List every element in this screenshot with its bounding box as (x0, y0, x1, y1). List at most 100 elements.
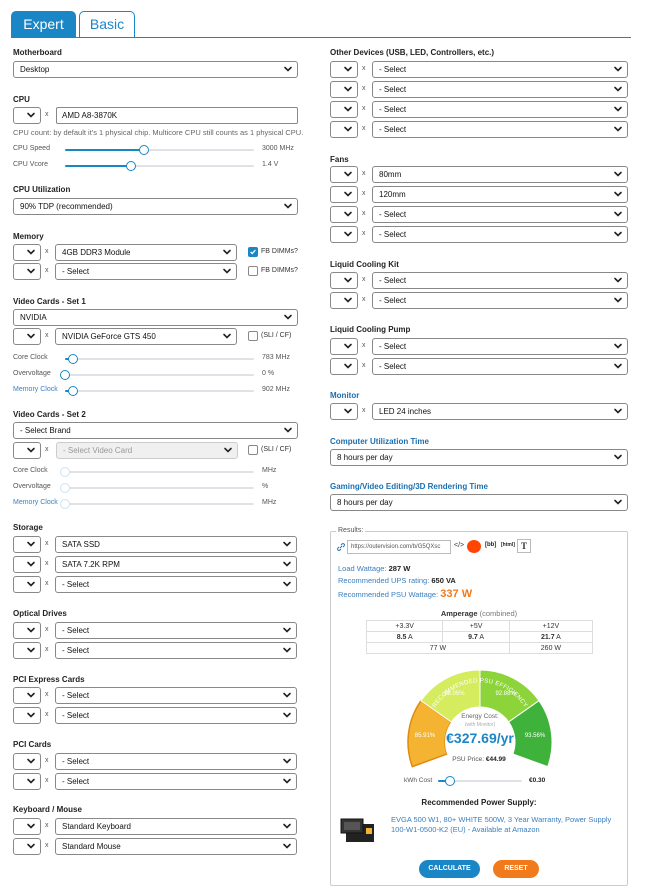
fans-row-3-qty[interactable] (330, 206, 358, 223)
video-set1-sli-checkbox[interactable] (248, 331, 258, 341)
bbcode-icon[interactable]: [bb] (485, 542, 497, 548)
other-row-3-select[interactable]: - Select (372, 101, 628, 118)
storage-row-1-select[interactable]: SATA SSD (55, 536, 297, 553)
video-set2-sli-checkbox[interactable] (248, 445, 258, 455)
kwh-label: kWh Cost (404, 777, 433, 784)
monitor-qty[interactable] (330, 403, 358, 420)
pcie-row-2-qty[interactable] (13, 707, 41, 724)
fans-row-3-select[interactable]: - Select (372, 206, 628, 223)
memory-row-1-qty[interactable] (13, 244, 41, 261)
fans-label: Fans (330, 155, 349, 164)
video-set1-brand-select[interactable]: NVIDIA (13, 309, 298, 326)
pcie-row-1-select[interactable]: - Select (55, 687, 297, 704)
optical-row-1-qty[interactable] (13, 622, 41, 639)
fans-row-2-qty[interactable] (330, 186, 358, 203)
other-row-2-qty[interactable] (330, 81, 358, 98)
utilization-time-select[interactable]: 8 hours per day (330, 449, 628, 466)
cpu-qty[interactable] (13, 107, 41, 124)
tab-basic[interactable]: Basic (79, 11, 135, 38)
fb-dimms-1-checkbox[interactable] (248, 247, 258, 257)
fb-dimms-2-checkbox[interactable] (248, 266, 258, 276)
pcie-row-1-qty[interactable] (13, 687, 41, 704)
storage-row-1-qty[interactable] (13, 536, 41, 553)
pci-row-1-qty[interactable] (13, 753, 41, 770)
recommended-psu-link[interactable]: EVGA 500 W1, 80+ WHITE 500W, 3 Year Warr… (391, 815, 612, 834)
liquid-kit-row-2-qty[interactable] (330, 292, 358, 309)
kbm-row-1-select[interactable]: Standard Keyboard (55, 818, 297, 835)
liquid-pump-row-2-qty[interactable] (330, 358, 358, 375)
video-set2-brand-select[interactable]: - Select Brand (13, 422, 298, 439)
liquid-kit-row-2-select[interactable]: - Select (372, 292, 628, 309)
cpu-vcore-handle[interactable] (126, 161, 136, 171)
fans-row-2-select[interactable]: 120mm (372, 186, 628, 203)
optical-row-2-qty[interactable] (13, 642, 41, 659)
monitor-select[interactable]: LED 24 inches (372, 403, 628, 420)
memory-row-1-select[interactable]: 4GB DDR3 Module (55, 244, 237, 261)
kbm-row-2-qty[interactable] (13, 838, 41, 855)
memory-row-2-select[interactable]: - Select (55, 263, 237, 280)
video2-slider-1-handle[interactable] (60, 467, 70, 477)
fb-dimms-1-label: FB DIMMs? (261, 248, 298, 255)
cpu-speed-handle[interactable] (139, 145, 149, 155)
video-set2-card-select[interactable]: - Select Video Card (56, 442, 238, 459)
liquid-pump-row-2-select-value: - Select (379, 362, 407, 371)
cpu-utilization-select[interactable]: 90% TDP (recommended) (13, 198, 298, 215)
embed-code-icon[interactable]: </> (454, 542, 465, 549)
pcie-row-2-select[interactable]: - Select (55, 707, 297, 724)
power-supply-image[interactable] (340, 816, 380, 848)
liquid-kit-row-1-select[interactable]: - Select (372, 272, 628, 289)
storage-row-2-qty[interactable] (13, 556, 41, 573)
gauge-segment-label-3: 92.88% (495, 691, 516, 697)
text-icon[interactable]: T (517, 539, 531, 553)
share-url-input[interactable]: https://outervision.com/b/G5QXsc (347, 540, 451, 554)
storage-row-3-qty[interactable] (13, 576, 41, 593)
pci-row-1-select[interactable]: - Select (55, 753, 297, 770)
video-set2-qty[interactable] (13, 442, 41, 459)
other-row-4-qty[interactable] (330, 121, 358, 138)
memory-row-2-qty[interactable] (13, 263, 41, 280)
chevron-down-icon (614, 126, 622, 132)
fans-row-4-qty[interactable] (330, 226, 358, 243)
fans-row-1-select[interactable]: 80mm (372, 166, 628, 183)
video-set1-card-select[interactable]: NVIDIA GeForce GTS 450 (55, 328, 237, 345)
html-icon[interactable]: [html] (501, 542, 515, 548)
motherboard-select[interactable]: Desktop (13, 61, 298, 78)
reset-button[interactable]: RESET (493, 860, 539, 878)
cpu-model-input[interactable]: AMD A8-3870K (56, 107, 298, 124)
pci-row-2-select[interactable]: - Select (55, 773, 297, 790)
motherboard-select-value: Desktop (20, 65, 50, 74)
video1-slider-2-handle[interactable] (60, 370, 70, 380)
kbm-row-2-select[interactable]: Standard Mouse (55, 838, 297, 855)
fans-row-1-qty[interactable] (330, 166, 358, 183)
storage-row-3-select[interactable]: - Select (55, 576, 297, 593)
other-row-1-qty[interactable] (330, 61, 358, 78)
video2-slider-3-handle[interactable] (60, 499, 70, 509)
kwh-slider-handle[interactable] (445, 776, 455, 786)
liquid-pump-row-2-select[interactable]: - Select (372, 358, 628, 375)
chevron-down-icon (223, 249, 231, 255)
kbm-row-1-qty[interactable] (13, 818, 41, 835)
video2-slider-2-handle[interactable] (60, 483, 70, 493)
gaming-time-select[interactable]: 8 hours per day (330, 494, 628, 511)
pci-row-2-qty[interactable] (13, 773, 41, 790)
liquid-pump-row-1-qty[interactable] (330, 338, 358, 355)
other-row-4-select[interactable]: - Select (372, 121, 628, 138)
video2-slider-2-label: Overvoltage (13, 483, 51, 490)
energy-cost-sub: (with Monitor) (464, 722, 496, 728)
other-row-3-qty[interactable] (330, 101, 358, 118)
storage-row-2-select[interactable]: SATA 7.2K RPM (55, 556, 297, 573)
ups-value: 650 VA (431, 576, 456, 585)
video-set1-card-qty[interactable] (13, 328, 41, 345)
other-row-2-select[interactable]: - Select (372, 81, 628, 98)
optical-row-2-select[interactable]: - Select (55, 642, 297, 659)
video1-slider-3-handle[interactable] (68, 386, 78, 396)
tab-expert[interactable]: Expert (11, 11, 76, 38)
liquid-kit-row-1-qty[interactable] (330, 272, 358, 289)
fans-row-4-select[interactable]: - Select (372, 226, 628, 243)
calculate-button[interactable]: CALCULATE (419, 860, 480, 878)
optical-row-1-select[interactable]: - Select (55, 622, 297, 639)
video1-slider-1-handle[interactable] (68, 354, 78, 364)
other-row-1-select[interactable]: - Select (372, 61, 628, 78)
reddit-icon[interactable] (467, 540, 481, 553)
liquid-pump-row-1-select[interactable]: - Select (372, 338, 628, 355)
